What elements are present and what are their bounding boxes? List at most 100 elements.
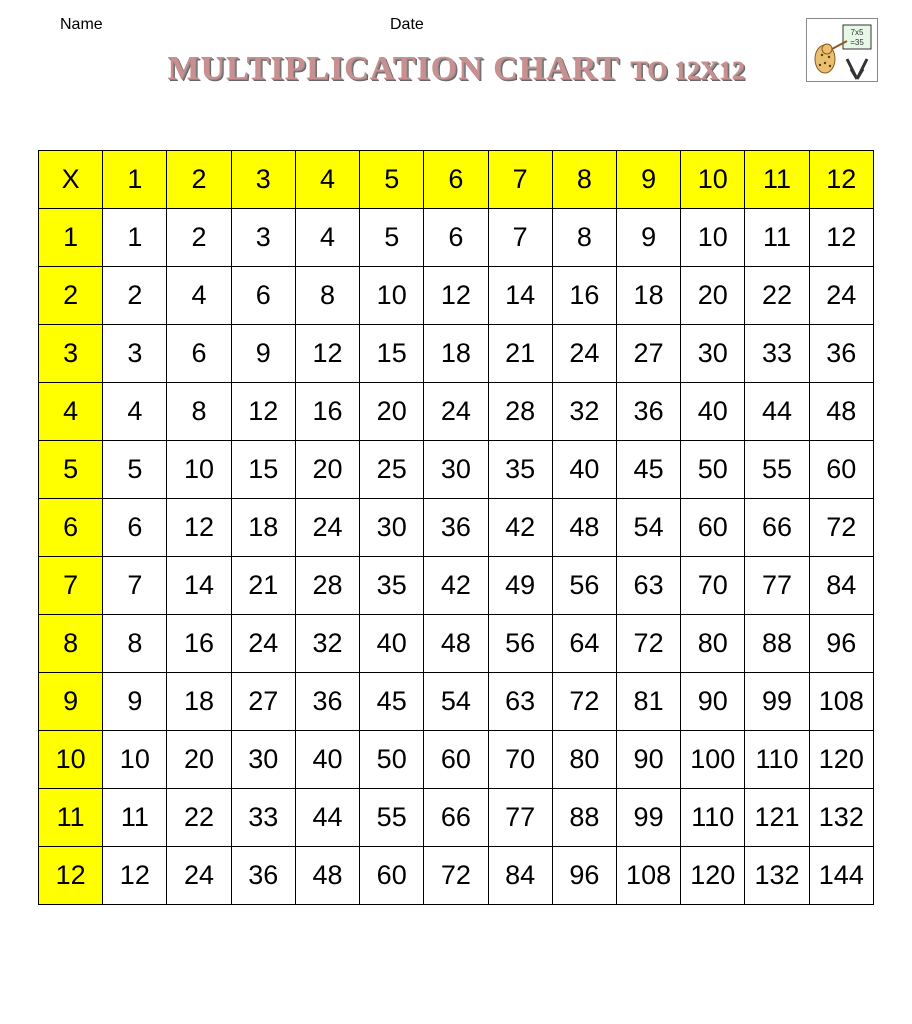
multiplication-chart: X123456789101112112345678910111222468101… <box>38 150 874 905</box>
col-header: 1 <box>103 151 167 209</box>
table-cell: 24 <box>424 383 488 441</box>
table-cell: 25 <box>360 441 424 499</box>
table-cell: 72 <box>552 673 616 731</box>
table-cell: 12 <box>167 499 231 557</box>
row-header: 5 <box>39 441 103 499</box>
table-cell: 22 <box>167 789 231 847</box>
table-cell: 16 <box>552 267 616 325</box>
table-cell: 12 <box>295 325 359 383</box>
table-cell: 99 <box>616 789 680 847</box>
date-label: Date <box>390 16 424 34</box>
page-title: MULTIPLICATION CHART TO 12X12 <box>0 50 912 88</box>
table-cell: 77 <box>745 557 809 615</box>
table-cell: 9 <box>231 325 295 383</box>
table-cell: 88 <box>552 789 616 847</box>
table-cell: 120 <box>809 731 873 789</box>
table-cell: 30 <box>231 731 295 789</box>
table-cell: 40 <box>295 731 359 789</box>
table-cell: 66 <box>745 499 809 557</box>
table-cell: 48 <box>552 499 616 557</box>
col-header: 4 <box>295 151 359 209</box>
col-header: 8 <box>552 151 616 209</box>
table-cell: 33 <box>231 789 295 847</box>
table-cell: 120 <box>681 847 745 905</box>
table-cell: 144 <box>809 847 873 905</box>
table-cell: 18 <box>231 499 295 557</box>
table-cell: 3 <box>103 325 167 383</box>
table-cell: 8 <box>552 209 616 267</box>
table-cell: 90 <box>681 673 745 731</box>
table-cell: 12 <box>809 209 873 267</box>
table-cell: 4 <box>295 209 359 267</box>
row-header: 2 <box>39 267 103 325</box>
table-cell: 48 <box>295 847 359 905</box>
row-header: 11 <box>39 789 103 847</box>
table-cell: 12 <box>424 267 488 325</box>
table-cell: 60 <box>360 847 424 905</box>
table-cell: 15 <box>360 325 424 383</box>
table-cell: 7 <box>488 209 552 267</box>
table-cell: 20 <box>360 383 424 441</box>
col-header: 9 <box>616 151 680 209</box>
table-cell: 16 <box>167 615 231 673</box>
table-cell: 27 <box>231 673 295 731</box>
table-cell: 24 <box>809 267 873 325</box>
table-cell: 28 <box>488 383 552 441</box>
table-cell: 88 <box>745 615 809 673</box>
col-header: 11 <box>745 151 809 209</box>
col-header: 7 <box>488 151 552 209</box>
table-cell: 18 <box>424 325 488 383</box>
table-cell: 72 <box>809 499 873 557</box>
table-cell: 24 <box>552 325 616 383</box>
table-cell: 49 <box>488 557 552 615</box>
col-header: 6 <box>424 151 488 209</box>
table-cell: 30 <box>424 441 488 499</box>
table-cell: 72 <box>424 847 488 905</box>
table-cell: 81 <box>616 673 680 731</box>
table-cell: 40 <box>681 383 745 441</box>
row-header: 8 <box>39 615 103 673</box>
table-cell: 84 <box>809 557 873 615</box>
row-header: 4 <box>39 383 103 441</box>
table-cell: 11 <box>103 789 167 847</box>
table-cell: 96 <box>809 615 873 673</box>
table-cell: 48 <box>424 615 488 673</box>
row-header: 9 <box>39 673 103 731</box>
table-cell: 14 <box>488 267 552 325</box>
table-cell: 108 <box>809 673 873 731</box>
table-cell: 32 <box>295 615 359 673</box>
table-cell: 63 <box>616 557 680 615</box>
table-cell: 42 <box>488 499 552 557</box>
table-cell: 10 <box>103 731 167 789</box>
table-cell: 8 <box>103 615 167 673</box>
table-cell: 21 <box>488 325 552 383</box>
table-cell: 72 <box>616 615 680 673</box>
col-header: 10 <box>681 151 745 209</box>
table-cell: 63 <box>488 673 552 731</box>
row-header: 1 <box>39 209 103 267</box>
table-cell: 30 <box>681 325 745 383</box>
table-cell: 5 <box>103 441 167 499</box>
table-cell: 100 <box>681 731 745 789</box>
col-header: 5 <box>360 151 424 209</box>
table-cell: 12 <box>231 383 295 441</box>
table-cell: 9 <box>103 673 167 731</box>
table-cell: 16 <box>295 383 359 441</box>
table-cell: 80 <box>681 615 745 673</box>
table-cell: 20 <box>681 267 745 325</box>
table-cell: 40 <box>552 441 616 499</box>
table-cell: 110 <box>745 731 809 789</box>
table-cell: 24 <box>231 615 295 673</box>
table-cell: 77 <box>488 789 552 847</box>
table-cell: 84 <box>488 847 552 905</box>
table-cell: 6 <box>231 267 295 325</box>
row-header: 12 <box>39 847 103 905</box>
table-cell: 3 <box>231 209 295 267</box>
table-cell: 40 <box>360 615 424 673</box>
col-header: 2 <box>167 151 231 209</box>
row-header: 10 <box>39 731 103 789</box>
name-label: Name <box>60 16 103 34</box>
table-cell: 33 <box>745 325 809 383</box>
table-cell: 12 <box>103 847 167 905</box>
table-cell: 24 <box>295 499 359 557</box>
